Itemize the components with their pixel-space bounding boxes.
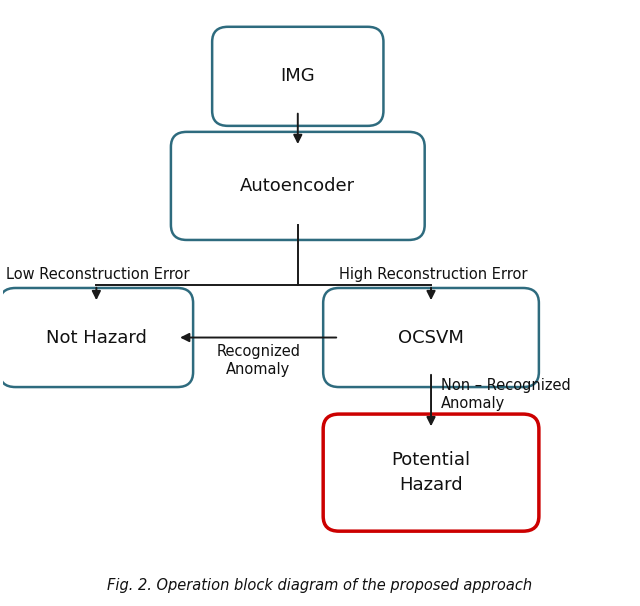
Text: Potential
Hazard: Potential Hazard	[392, 451, 470, 494]
FancyBboxPatch shape	[323, 414, 539, 531]
Text: Recognized
Anomaly: Recognized Anomaly	[216, 344, 300, 377]
Text: Low Reconstruction Error: Low Reconstruction Error	[6, 267, 189, 282]
Text: Fig. 2. Operation block diagram of the proposed approach: Fig. 2. Operation block diagram of the p…	[108, 578, 532, 593]
Text: Non – Recognized
Anomaly: Non – Recognized Anomaly	[440, 378, 570, 411]
Text: IMG: IMG	[280, 67, 315, 85]
Text: High Reconstruction Error: High Reconstruction Error	[339, 267, 527, 282]
FancyBboxPatch shape	[171, 132, 425, 240]
FancyBboxPatch shape	[323, 288, 539, 387]
FancyBboxPatch shape	[212, 27, 383, 126]
Text: Not Hazard: Not Hazard	[46, 328, 147, 347]
FancyBboxPatch shape	[0, 288, 193, 387]
Text: Autoencoder: Autoencoder	[240, 177, 355, 195]
Text: OCSVM: OCSVM	[398, 328, 464, 347]
